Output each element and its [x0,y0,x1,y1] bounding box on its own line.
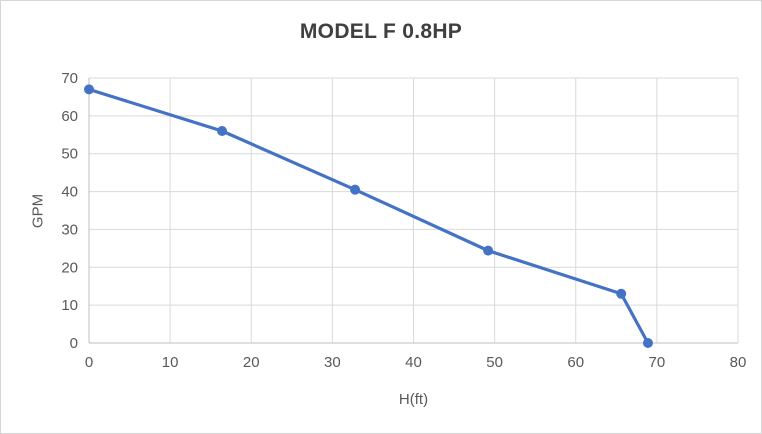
y-tick-label: 50 [61,146,78,163]
x-tick-label: 50 [486,354,503,371]
x-tick-label: 0 [85,354,93,371]
chart-title: MODEL F 0.8HP [299,20,463,43]
y-tick-label: 70 [61,70,78,87]
y-axis-title: GPM [29,193,47,229]
y-tick-label: 10 [61,297,78,314]
y-tick-label: 0 [70,335,78,352]
data-point-marker [483,245,494,256]
y-tick-label: 40 [61,184,78,201]
y-tick-label: 20 [61,259,78,276]
x-tick-label: 60 [567,354,584,371]
series-line [87,87,650,345]
x-tick-label: 10 [162,354,179,371]
x-tick-label: 70 [649,354,666,371]
x-tick-label: 20 [243,354,260,371]
data-point-marker [217,126,228,136]
y-tick-label: 60 [61,108,78,125]
data-point-marker [84,84,94,95]
x-tick-label: 80 [730,354,747,371]
data-point-marker [642,338,653,348]
y-tick-label: 30 [61,221,78,238]
data-point-marker [350,184,361,195]
x-tick-label: 30 [324,354,341,371]
x-tick-label: 40 [405,354,422,371]
data-point-marker [616,288,627,299]
x-axis-title: H(ft) [398,391,429,408]
